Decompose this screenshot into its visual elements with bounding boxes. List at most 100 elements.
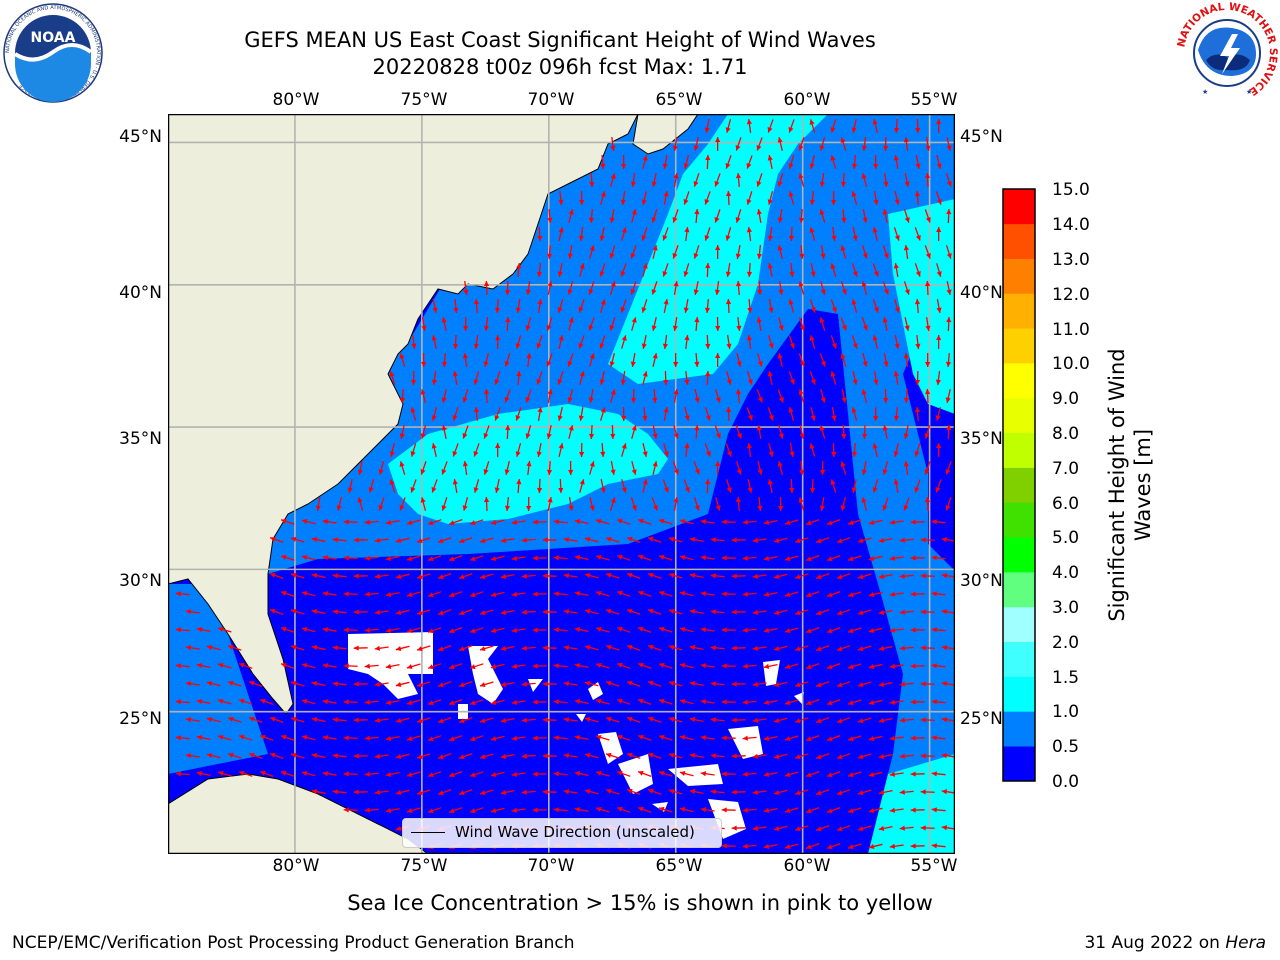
- wave-arrow: [546, 317, 553, 331]
- wave-arrow: [311, 753, 326, 759]
- wave-arrow: [652, 388, 658, 404]
- wave-arrow: [924, 172, 931, 188]
- wave-arrow: [689, 753, 704, 759]
- wave-arrow: [595, 554, 610, 561]
- wave-arrow: [700, 699, 715, 705]
- wave-arrow: [420, 389, 427, 403]
- wave-arrow: [542, 573, 557, 579]
- wave-arrow: [893, 299, 900, 313]
- wave-arrow: [851, 191, 858, 205]
- wave-arrow: [563, 789, 578, 795]
- wave-arrow: [483, 496, 490, 512]
- wave-arrow: [185, 609, 200, 615]
- wave-arrow: [679, 770, 694, 777]
- wave-arrow: [574, 735, 589, 741]
- wave-arrow: [343, 807, 358, 813]
- wave-arrow: [841, 208, 847, 224]
- wave-arrow: [889, 591, 904, 597]
- wave-arrow: [364, 735, 379, 741]
- wave-arrow: [616, 590, 631, 597]
- wave-arrow: [269, 536, 284, 543]
- wave-arrow: [584, 716, 599, 723]
- wave-arrow: [542, 753, 557, 759]
- wave-arrow: [462, 497, 469, 511]
- wave-arrow: [725, 190, 732, 206]
- wave-arrow: [903, 281, 910, 295]
- wave-arrow: [815, 752, 830, 760]
- wave-arrow: [767, 479, 773, 493]
- wave-arrow: [851, 442, 858, 458]
- wave-arrow: [700, 519, 715, 525]
- wave-arrow: [693, 173, 700, 187]
- wave-arrow: [840, 137, 847, 151]
- cb-tick-14: 14.0: [1052, 215, 1090, 235]
- wave-arrow: [521, 537, 536, 543]
- wave-arrow: [946, 281, 952, 295]
- wave-arrow: [322, 735, 337, 741]
- wave-arrow: [616, 770, 631, 777]
- tick-bot-70w: 70°W: [527, 856, 575, 876]
- wave-arrow: [805, 627, 820, 634]
- wave-arrow: [427, 663, 442, 670]
- wave-arrow: [658, 662, 673, 669]
- wave-arrow: [227, 752, 242, 759]
- wave-arrow: [904, 173, 910, 187]
- wave-arrow: [406, 627, 421, 634]
- wave-arrow: [658, 518, 673, 525]
- wave-arrow: [735, 496, 742, 512]
- wave-arrow: [595, 770, 610, 777]
- wave-arrow: [511, 555, 526, 561]
- wave-arrow: [353, 573, 368, 579]
- wave-arrow: [752, 717, 767, 723]
- cb-tick-8: 8.0: [1052, 424, 1080, 444]
- wave-arrow: [689, 681, 704, 687]
- wave-arrow: [185, 645, 200, 651]
- wave-arrow: [763, 735, 778, 741]
- wave-arrow: [343, 591, 358, 597]
- wave-arrow: [574, 591, 589, 597]
- wave-arrow: [395, 573, 410, 580]
- wave-arrow: [746, 262, 753, 278]
- wave-arrow: [563, 717, 578, 723]
- cb-tick-6: 6.0: [1052, 494, 1080, 514]
- wave-arrow: [819, 172, 825, 188]
- colorbar-segment: [1003, 293, 1035, 329]
- wave-arrow: [332, 753, 347, 759]
- wave-arrow: [914, 190, 921, 206]
- wave-arrow: [941, 717, 955, 723]
- cb-tick-7: 7.0: [1052, 459, 1080, 479]
- wave-arrow: [861, 424, 868, 440]
- wave-arrow: [630, 245, 637, 259]
- wave-arrow: [721, 627, 736, 633]
- wave-arrow: [652, 425, 658, 439]
- wave-arrow: [715, 497, 721, 511]
- wave-arrow: [458, 573, 473, 580]
- wave-arrow: [684, 226, 690, 242]
- wave-arrow: [936, 226, 942, 242]
- wave-arrow: [936, 118, 942, 134]
- wave-arrow: [427, 771, 442, 778]
- wave-arrow: [773, 645, 788, 652]
- wave-arrow: [651, 497, 658, 511]
- tick-left-30n: 30°N: [119, 571, 162, 591]
- wave-arrow: [280, 734, 295, 741]
- wave-arrow: [705, 478, 711, 494]
- wave-arrow: [479, 537, 494, 544]
- wave-arrow: [511, 591, 526, 597]
- wave-arrow: [500, 681, 515, 687]
- wave-arrow: [878, 789, 893, 795]
- colorbar-segment: [1003, 641, 1035, 677]
- wave-arrow: [473, 443, 480, 457]
- footer-date: 31 Aug 2022 on Hera: [1084, 933, 1266, 953]
- wave-arrow: [668, 716, 683, 723]
- wave-arrow: [448, 734, 463, 742]
- wave-arrow: [931, 843, 946, 849]
- wave-arrow: [609, 497, 616, 511]
- wave-arrow: [773, 753, 788, 760]
- wave-arrow: [920, 717, 935, 723]
- wave-arrow: [784, 699, 799, 706]
- wave-arrow: [431, 335, 437, 349]
- wave-arrow: [914, 263, 921, 277]
- wave-arrow: [889, 663, 904, 669]
- wave-arrow: [809, 299, 816, 313]
